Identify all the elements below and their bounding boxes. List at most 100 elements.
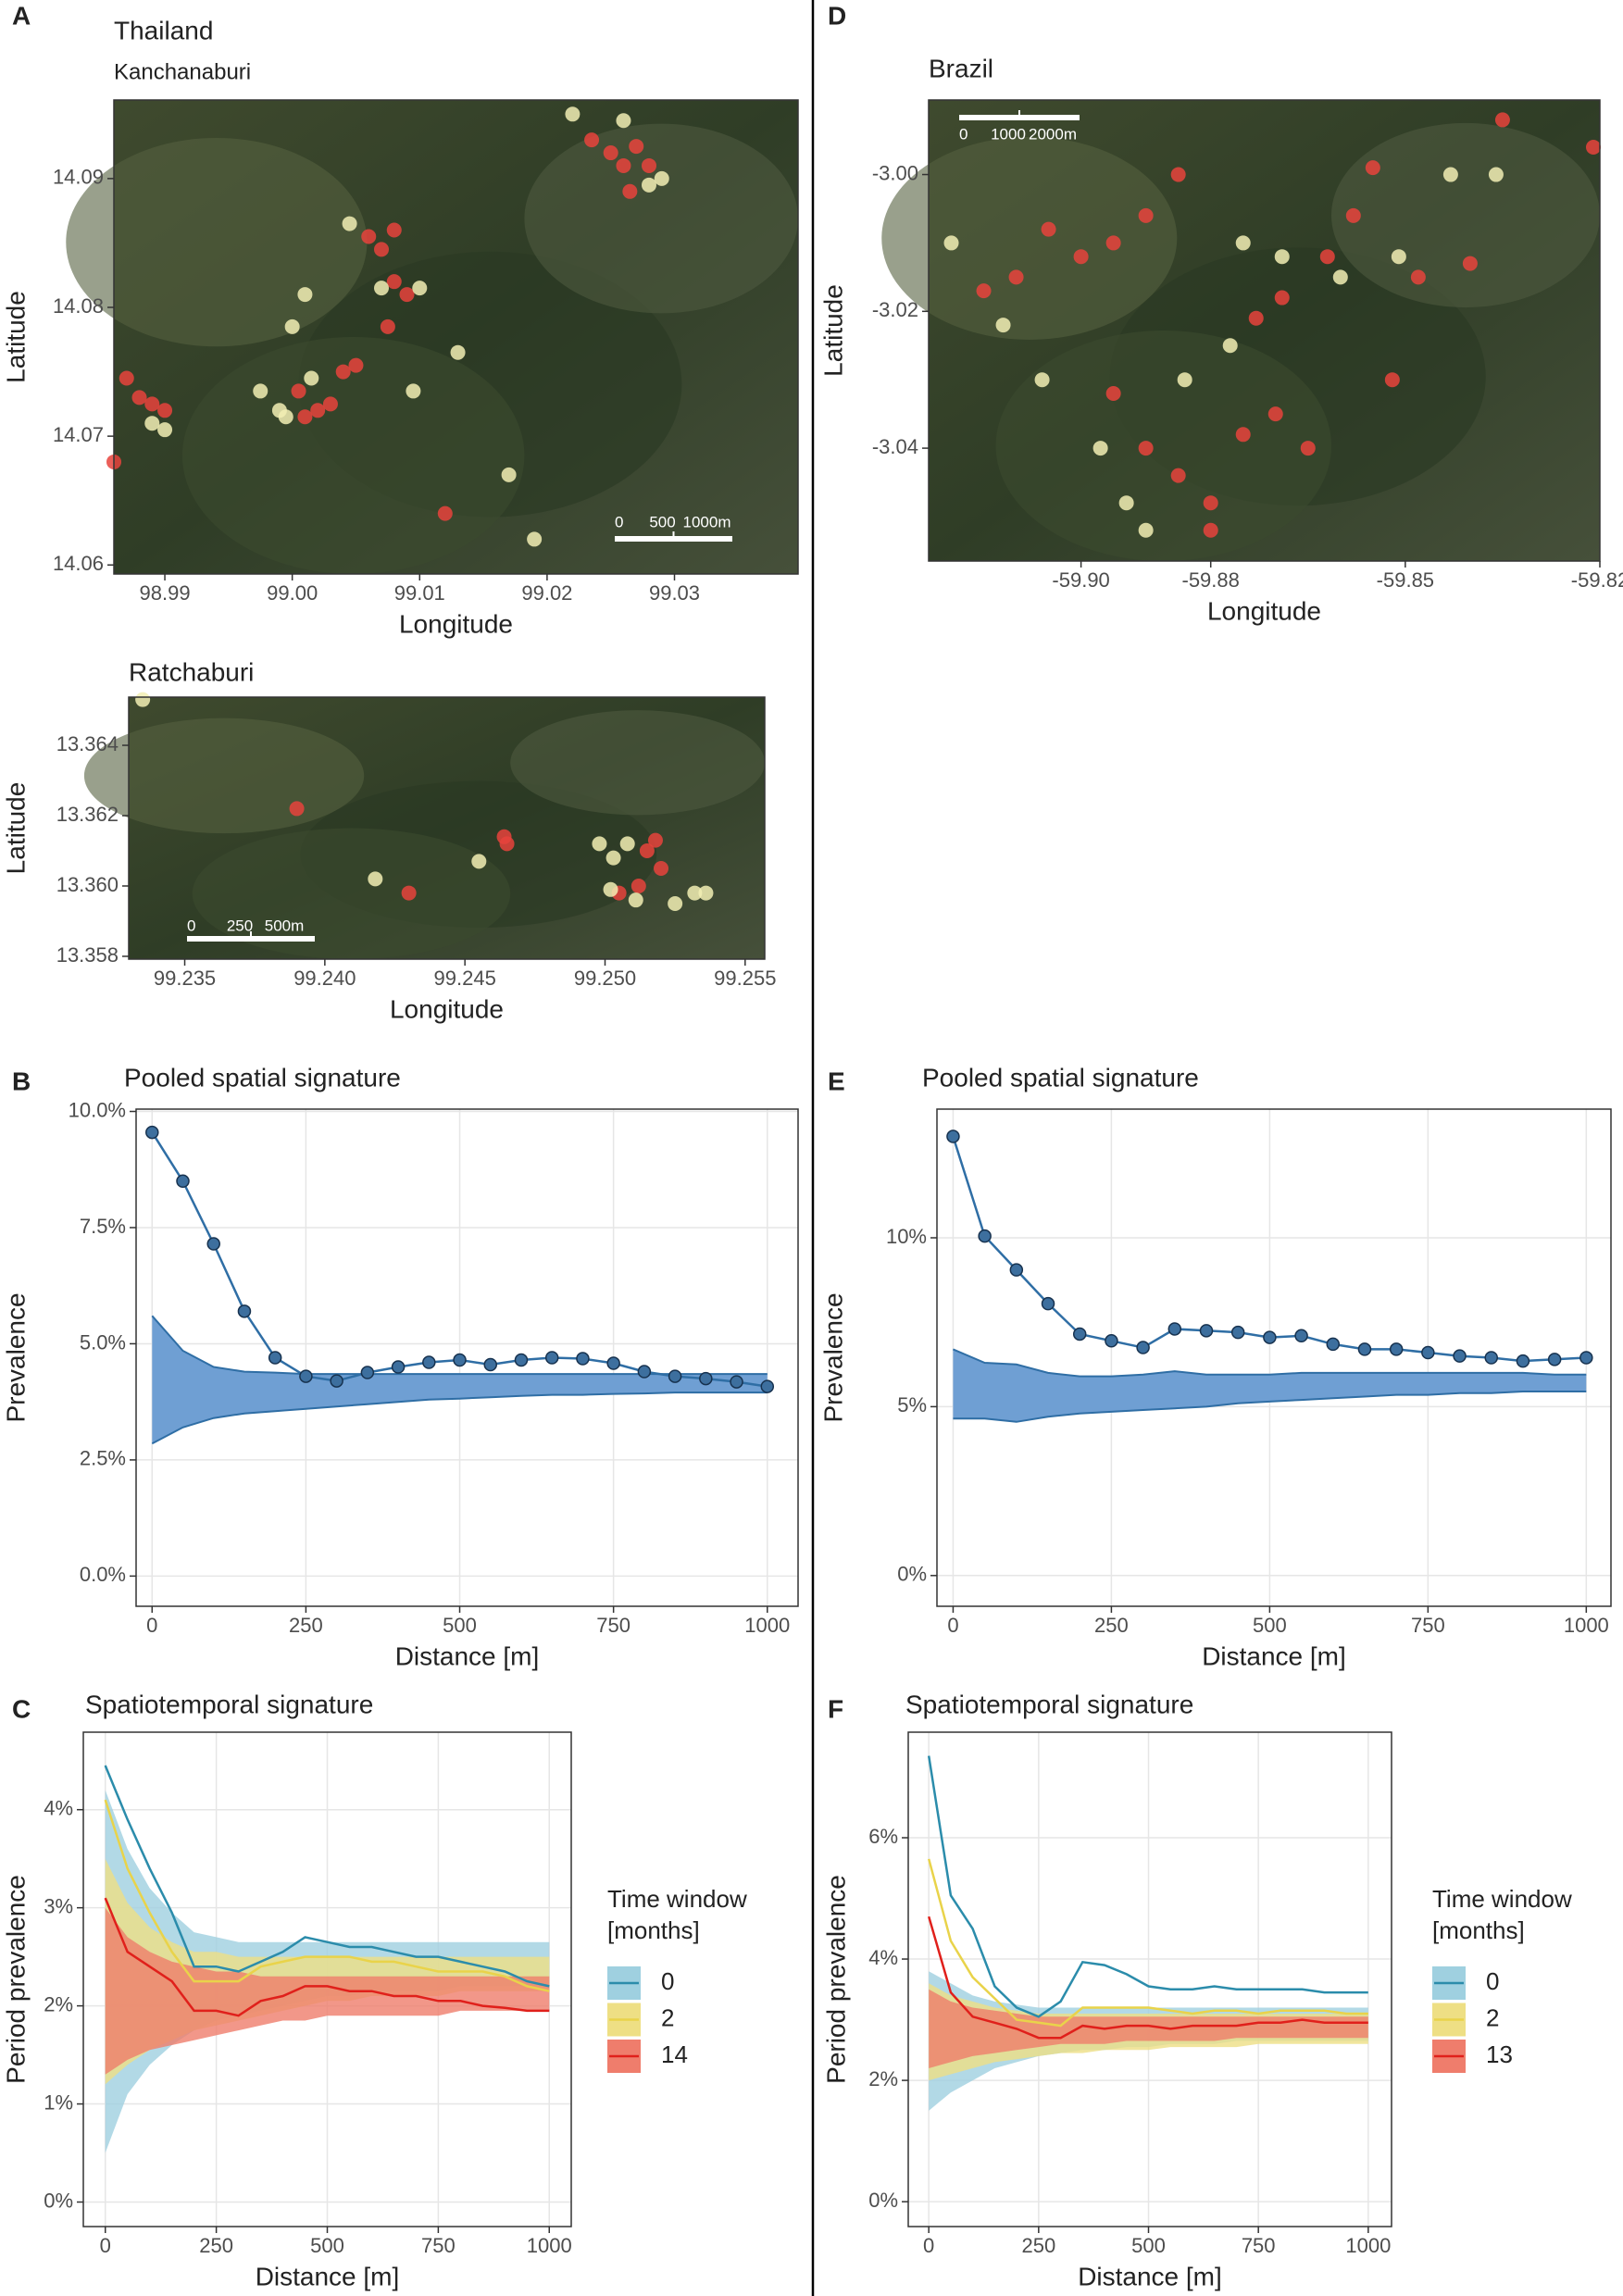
x-axis-title: Longitude xyxy=(1207,596,1321,625)
map-point xyxy=(335,364,351,380)
data-point xyxy=(1484,1351,1498,1365)
series-line xyxy=(927,1915,1368,2040)
legend-label: 0 xyxy=(1486,1967,1499,1995)
data-point xyxy=(1389,1342,1404,1356)
data-point xyxy=(1136,1341,1150,1354)
map-point xyxy=(622,183,638,199)
y-tick-label: 10.0% xyxy=(69,1098,126,1121)
x-tick-label: 98.99 xyxy=(140,581,191,605)
map-point xyxy=(630,878,646,893)
map-point xyxy=(1203,495,1218,511)
y-tick-label: 2% xyxy=(868,2067,898,2090)
panel-letter: E xyxy=(828,1067,845,1095)
panel-border xyxy=(113,99,799,575)
y-axis-title: Latitude xyxy=(818,284,847,377)
data-point xyxy=(1326,1337,1341,1352)
terrain-patch xyxy=(881,136,1178,340)
y-tick-label: 0% xyxy=(897,1563,927,1586)
map-point xyxy=(373,242,389,257)
y-tick-label: 13.360 xyxy=(56,873,119,896)
data-point xyxy=(946,1129,960,1143)
panel-border xyxy=(928,99,1601,562)
map-point xyxy=(943,235,959,251)
y-tick-label: -3.04 xyxy=(872,435,918,458)
y-axis-title: Latitude xyxy=(1,782,30,875)
map-point xyxy=(1332,269,1348,285)
y-tick-label: 1% xyxy=(44,2090,73,2114)
panel-border xyxy=(936,1108,1612,1607)
scale-bar-label: 1000 xyxy=(991,125,1026,143)
panel-letter: B xyxy=(12,1067,31,1095)
envelope-band xyxy=(929,1989,1368,2068)
map-point xyxy=(654,170,669,186)
x-tick-label: 750 xyxy=(1242,2234,1276,2257)
data-point xyxy=(668,1369,682,1383)
y-tick-label: 3% xyxy=(44,1894,73,1917)
data-point xyxy=(1167,1322,1182,1336)
series-line xyxy=(104,1897,550,2017)
data-point xyxy=(544,1351,559,1365)
y-axis-title: Latitude xyxy=(1,291,30,383)
data-point xyxy=(699,1371,713,1386)
panel-letter: F xyxy=(828,1694,843,1723)
data-point xyxy=(1041,1296,1055,1311)
map-point xyxy=(1222,338,1238,354)
x-tick-label: 1000 xyxy=(744,1614,790,1637)
map-point xyxy=(1203,522,1218,538)
data-point xyxy=(1453,1349,1467,1363)
map-point xyxy=(368,871,383,887)
map-point xyxy=(1138,441,1154,456)
map-point xyxy=(616,157,631,173)
map-point xyxy=(157,422,173,438)
scale-bar-label: 0 xyxy=(187,917,195,934)
envelope-band xyxy=(105,1858,550,2085)
y-tick-label: 13.358 xyxy=(56,943,119,967)
map-point xyxy=(1034,372,1050,388)
legend-label: 13 xyxy=(1486,2040,1513,2068)
map-point xyxy=(501,467,517,482)
scale-bar-label: 500m xyxy=(265,917,305,934)
map-point xyxy=(450,344,466,360)
data-point xyxy=(299,1369,313,1383)
x-tick-label: 750 xyxy=(421,2234,456,2257)
x-tick-label: -59.85 xyxy=(1377,568,1434,592)
map-point xyxy=(401,885,417,901)
map-point xyxy=(499,836,515,852)
legend-title: [months] xyxy=(1432,1916,1525,1944)
map-point xyxy=(1105,385,1121,401)
data-point xyxy=(1009,1263,1024,1277)
y-tick-label: 6% xyxy=(868,1825,898,1848)
x-axis-title: Distance [m] xyxy=(256,2262,400,2290)
map-point xyxy=(1118,495,1134,511)
data-point xyxy=(360,1366,375,1379)
scale-bar-label: 250 xyxy=(227,917,253,934)
scale-bar-label: 2000m xyxy=(1029,125,1077,143)
y-tick-label: 5.0% xyxy=(80,1330,126,1354)
x-tick-label: 1000 xyxy=(1564,1614,1609,1637)
x-tick-label: 250 xyxy=(1021,2234,1055,2257)
data-point xyxy=(1199,1324,1214,1338)
map-point xyxy=(654,860,669,876)
map-point xyxy=(1170,167,1186,182)
legend-label: 2 xyxy=(661,2003,674,2031)
map-point xyxy=(616,113,631,129)
y-tick-label: 2.5% xyxy=(80,1447,126,1470)
chart-title: Spatiotemporal signature xyxy=(905,1690,1193,1718)
map-point xyxy=(386,222,402,238)
map-point xyxy=(1410,269,1426,285)
data-point xyxy=(1357,1342,1372,1356)
y-tick-label: -3.02 xyxy=(872,298,918,321)
x-axis-title: Distance [m] xyxy=(1078,2262,1222,2290)
map-point xyxy=(628,892,643,908)
data-point xyxy=(637,1365,652,1379)
x-tick-label: 250 xyxy=(199,2234,233,2257)
map-point xyxy=(144,396,160,412)
map-point xyxy=(1092,441,1108,456)
data-point xyxy=(730,1375,743,1389)
data-point xyxy=(1547,1353,1562,1366)
terrain-patch xyxy=(510,710,765,816)
y-tick-label: 14.07 xyxy=(53,423,104,446)
data-point xyxy=(330,1374,343,1388)
y-tick-label: 13.362 xyxy=(56,803,119,826)
x-tick-label: 500 xyxy=(1131,2234,1166,2257)
